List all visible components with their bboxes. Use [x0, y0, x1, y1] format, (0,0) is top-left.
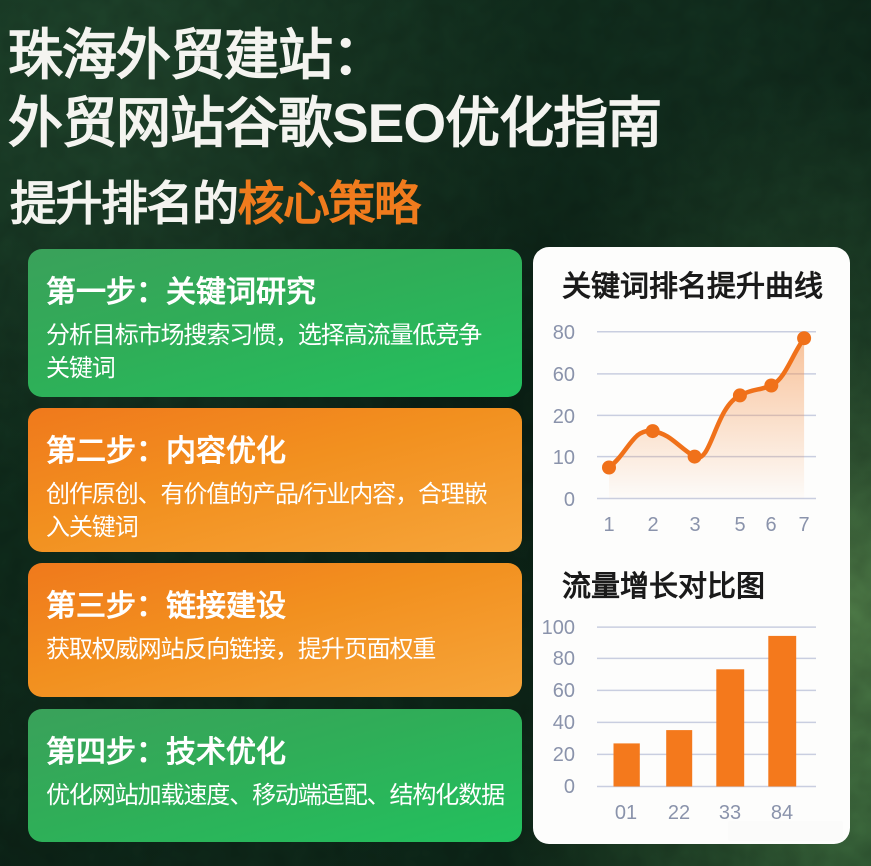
svg-text:60: 60	[553, 680, 575, 702]
svg-text:20: 20	[553, 744, 575, 766]
svg-text:01: 01	[615, 802, 637, 824]
svg-text:80: 80	[553, 648, 575, 670]
svg-text:0: 0	[564, 776, 575, 798]
svg-text:100: 100	[542, 617, 575, 639]
svg-text:22: 22	[668, 802, 690, 824]
svg-text:80: 80	[553, 322, 575, 344]
svg-text:40: 40	[553, 712, 575, 734]
svg-text:20: 20	[553, 406, 575, 428]
svg-text:60: 60	[553, 364, 575, 386]
svg-text:10: 10	[553, 447, 575, 469]
